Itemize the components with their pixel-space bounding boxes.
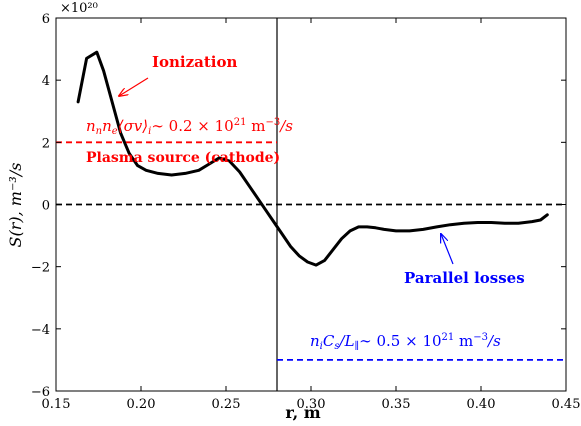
y-tick-label: −6 — [31, 385, 50, 400]
x-tick-label: 0.35 — [382, 397, 411, 412]
x-tick-label: 0.15 — [42, 397, 71, 412]
arrow-ionization — [119, 77, 149, 96]
series-layer — [56, 18, 566, 391]
tick-layer: 0.15 0.20 0.25 0.30 0.35 0.40 0.45 −6 −4 −2 0 2 4 6 — [31, 12, 581, 412]
y-tick-label: 4 — [42, 74, 50, 89]
annotation-plasma-source: Plasma source (cathode) — [86, 150, 280, 166]
y-axis-title: S(r), m⁻³/s — [6, 163, 25, 248]
x-axis-title: r, m — [285, 403, 320, 422]
annotation-parallel-losses: Parallel losses — [404, 269, 525, 287]
y-tick-label: 6 — [42, 12, 50, 27]
x-tick-label: 0.45 — [552, 397, 581, 412]
y-tick-label: −4 — [31, 323, 50, 338]
x-tick-label: 0.20 — [127, 397, 156, 412]
annotation-ionization: Ionization — [152, 53, 237, 71]
y-tick-label: −2 — [31, 261, 50, 276]
y-scale-label: ×10²⁰ — [60, 1, 98, 16]
x-tick-label: 0.30 — [297, 397, 326, 412]
formula-parallel-losses: niCs/L∥∼ 0.5 × 1021 m−3/s — [310, 332, 501, 352]
y-tick-label: 0 — [42, 199, 50, 214]
series-line-0 — [76, 50, 549, 267]
arrow-parallel-losses — [441, 234, 454, 265]
y-tick-label: 2 — [42, 136, 50, 151]
x-tick-label: 0.25 — [212, 397, 241, 412]
formula-ionization: nnne⟨σv⟩i∼ 0.2 × 1021 m−3/s — [86, 117, 293, 137]
x-tick-label: 0.40 — [467, 397, 496, 412]
